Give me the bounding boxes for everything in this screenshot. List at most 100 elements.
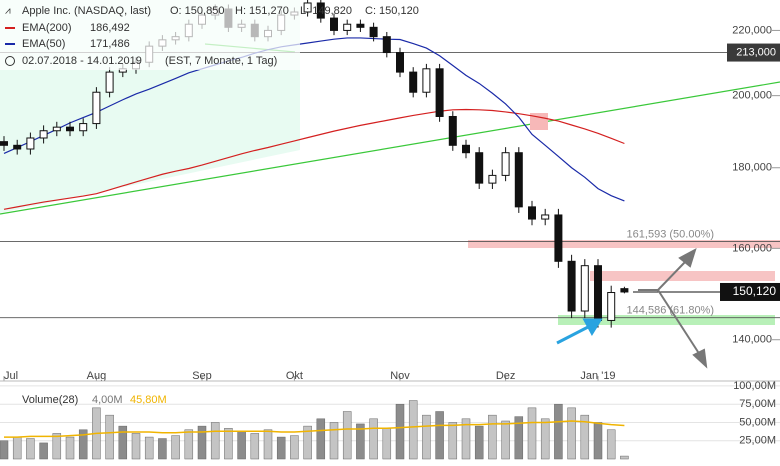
candle-body (39, 130, 48, 139)
y-tick-label: 180,000 (732, 162, 772, 174)
volume-name: Volume(28) (22, 394, 78, 406)
candle-body (26, 137, 35, 150)
volume-ma (4, 420, 625, 438)
volume-bar (303, 425, 312, 460)
y-tick-label: 100,00M (733, 380, 776, 392)
range: 02.07.2018 - 14.01.2019 (22, 55, 142, 67)
arrow-gray (638, 247, 708, 369)
candle-body (409, 71, 418, 93)
candle-body (52, 126, 61, 132)
volume-bar (620, 455, 629, 460)
legend-bg (0, 0, 300, 70)
volume-bar (461, 418, 471, 460)
volume-ma-value: 45,80M (130, 394, 167, 406)
zone-band (558, 315, 775, 325)
volume-bar (474, 425, 484, 460)
candle-body (514, 152, 523, 208)
candle-body (607, 292, 616, 321)
y-tick-label: 75,00M (739, 398, 776, 410)
volume-bar (382, 428, 392, 460)
volume-bar (105, 414, 114, 460)
volume-bar (369, 418, 378, 460)
volume-bar (514, 416, 524, 460)
volume-bar (606, 429, 616, 460)
volume-bar (39, 442, 48, 460)
volume-bar (184, 429, 194, 460)
trend-line (0, 81, 780, 215)
volume-bar (356, 423, 365, 460)
volume-bar (290, 435, 299, 460)
volume-bar (52, 433, 62, 460)
volume-bar (329, 422, 339, 460)
x-tick-label: Jul (4, 370, 18, 382)
legend-label: EMA(200) (22, 22, 72, 34)
candle-body (594, 265, 602, 321)
volume-bar (237, 430, 246, 460)
price-tag (720, 282, 780, 301)
candle-body (396, 52, 404, 73)
candle-body (435, 68, 444, 117)
candle-body (369, 26, 378, 38)
ohlc: L: 149,820 (300, 5, 352, 17)
candle-body (303, 2, 312, 13)
candle-body (382, 36, 391, 54)
volume-bar (224, 428, 233, 460)
legend-value: 186,492 (90, 22, 130, 34)
volume-bar (593, 422, 603, 460)
candle-body (462, 144, 470, 154)
ohlc: C: 150,120 (365, 5, 419, 17)
volume-bar (197, 425, 207, 460)
volume-bar (12, 436, 22, 460)
zone-band (590, 271, 775, 281)
volume-bar (554, 403, 563, 460)
candle-body (475, 152, 484, 184)
legend-value: 171,486 (90, 38, 130, 50)
volume-bar (0, 440, 9, 460)
volume-bar (250, 433, 260, 460)
volume-bar (158, 438, 167, 460)
candle-body (488, 174, 497, 184)
volume-bar (78, 429, 88, 460)
volume-bar (488, 414, 497, 460)
y-tick-label: 25,00M (739, 435, 776, 447)
x-tick-label: Aug (87, 370, 107, 382)
level-label: 213,000 (736, 46, 776, 58)
legend-label: EMA(50) (22, 38, 65, 50)
x-tick-label: Okt (286, 370, 303, 382)
range-note: (EST, 7 Monate, 1 Tag) (165, 55, 277, 67)
volume-bar (408, 400, 418, 460)
ema-line (3, 108, 625, 210)
volume-bar (144, 436, 154, 460)
volume-bar (501, 420, 510, 460)
icon: ⩘ (5, 6, 11, 17)
candle-body (13, 144, 22, 150)
volume-bar (276, 436, 286, 460)
volume-bar (527, 407, 537, 460)
level-label: 161,593 (50.00%) (627, 228, 714, 240)
volume-bar (118, 425, 128, 460)
candle-body (330, 17, 338, 31)
candle-body (620, 288, 629, 293)
y-tick-label: 200,000 (732, 90, 772, 102)
candle-body (105, 71, 114, 93)
volume-bar (580, 414, 590, 460)
volume-bar (540, 418, 550, 460)
volume-bar (131, 433, 141, 460)
candle-body (567, 260, 576, 312)
candle-body (356, 23, 365, 28)
arrow-blue (556, 318, 603, 345)
candle-body (554, 214, 563, 262)
volume-bar (26, 438, 35, 460)
price-tag-label: 150,120 (733, 284, 777, 298)
x-tick-label: Dez (496, 370, 516, 382)
ohlc: O: 150,850 (170, 5, 224, 17)
x-tick-label: Nov (390, 370, 410, 382)
y-tick-label: 220,000 (732, 24, 772, 36)
candle-body (580, 265, 589, 312)
title: Apple Inc. (NASDAQ, last) (22, 5, 151, 17)
volume-bar (422, 414, 431, 460)
x-tick-label: Sep (192, 370, 212, 382)
candle-body (343, 23, 352, 31)
